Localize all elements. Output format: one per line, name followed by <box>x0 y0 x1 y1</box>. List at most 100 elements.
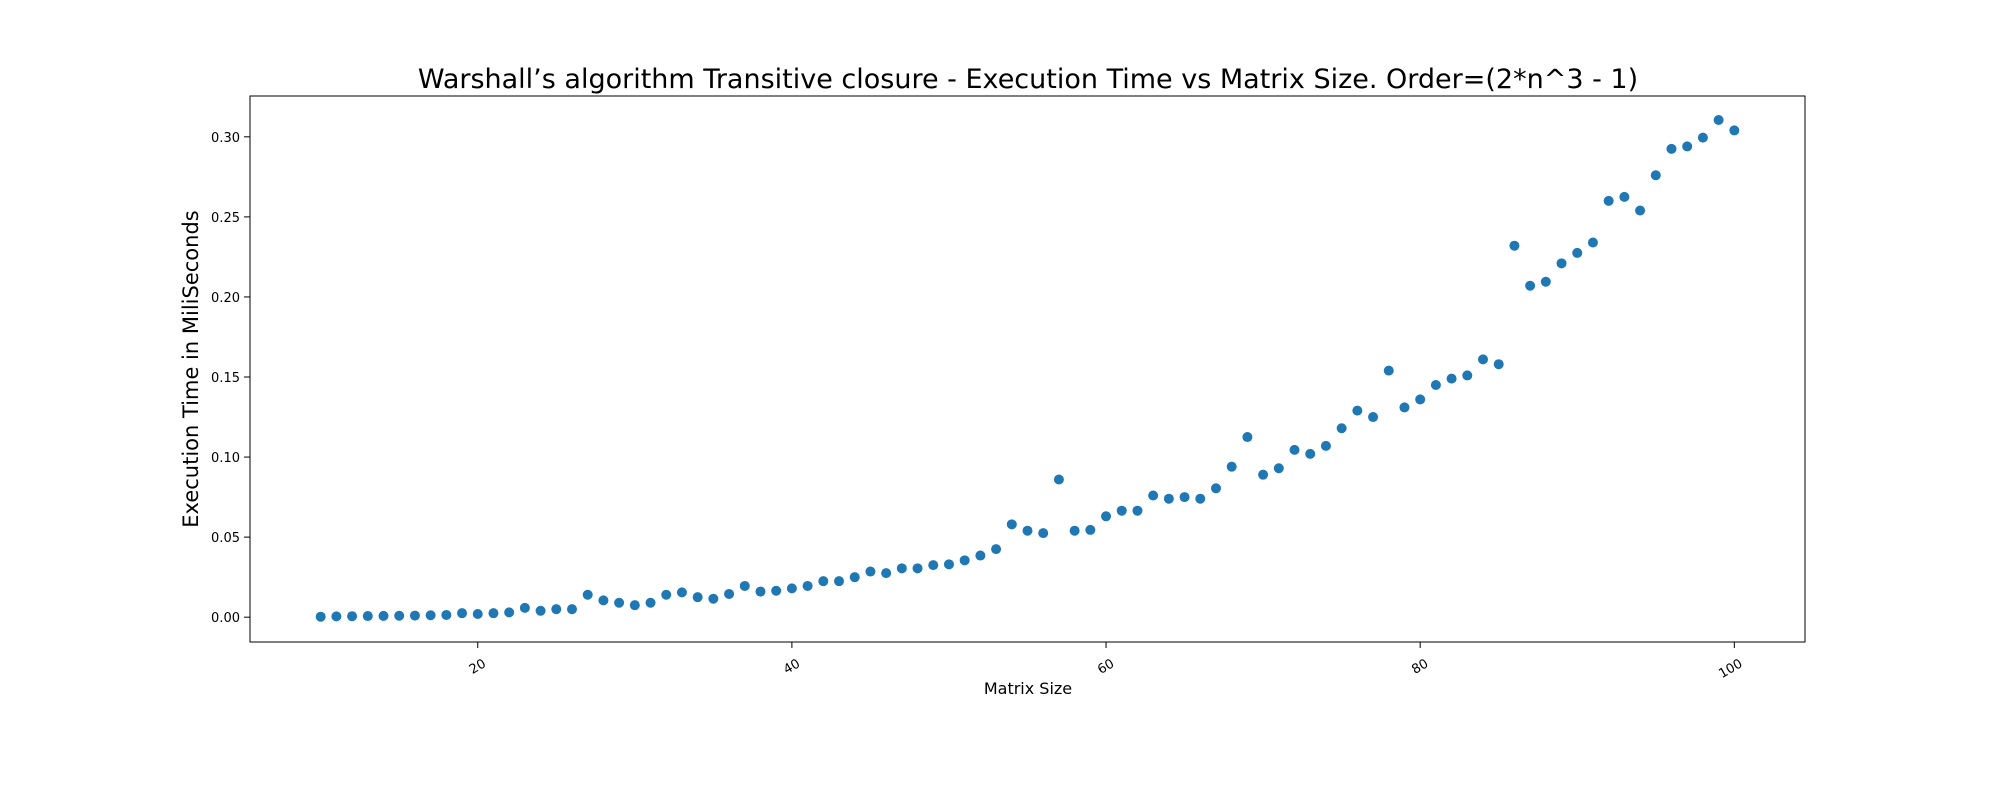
y-tick-label: 0.20 <box>211 291 240 306</box>
data-point <box>1493 359 1504 370</box>
data-point <box>849 572 860 583</box>
data-point <box>347 611 358 622</box>
data-point <box>331 611 342 622</box>
data-point <box>1635 205 1646 216</box>
data-point <box>959 555 970 566</box>
data-point <box>928 560 939 571</box>
data-point <box>645 597 656 608</box>
data-point <box>1305 448 1316 459</box>
data-point <box>1038 528 1049 539</box>
data-point <box>1446 373 1457 384</box>
data-point <box>1368 412 1379 423</box>
data-point <box>1116 505 1127 516</box>
data-point <box>1069 525 1080 536</box>
data-point <box>975 550 986 561</box>
data-point <box>362 611 373 622</box>
chart-title: Warshall’s algorithm Transitive closure … <box>418 64 1638 95</box>
data-point <box>1650 170 1661 181</box>
data-point <box>457 608 468 619</box>
data-point <box>1148 490 1159 501</box>
data-point <box>425 610 436 621</box>
data-point <box>1242 432 1253 443</box>
data-point <box>1619 191 1630 202</box>
data-point <box>661 589 672 600</box>
data-point <box>504 607 515 618</box>
data-point <box>739 580 750 591</box>
data-point <box>1226 461 1237 472</box>
data-point <box>551 604 562 615</box>
data-point <box>1195 493 1206 504</box>
y-tick-label: 0.25 <box>211 211 240 226</box>
data-point <box>896 563 907 574</box>
data-point <box>771 585 782 596</box>
data-point <box>991 544 1002 555</box>
data-point <box>724 588 735 599</box>
data-point <box>1006 519 1017 530</box>
data-point <box>315 611 326 622</box>
data-point <box>535 605 546 616</box>
data-point <box>943 559 954 570</box>
x-tick-label: 20 <box>467 656 489 677</box>
data-point <box>1415 394 1426 405</box>
y-tick-label: 0.00 <box>211 611 240 626</box>
data-point <box>708 593 719 604</box>
data-point <box>755 586 766 597</box>
data-point <box>378 610 389 621</box>
y-axis-label: Execution Time in MiliSeconds <box>179 210 203 527</box>
data-point <box>1022 525 1033 536</box>
data-point <box>1540 276 1551 287</box>
data-point <box>1713 115 1724 126</box>
data-point <box>1556 258 1567 269</box>
data-point <box>1320 440 1331 451</box>
data-point <box>1352 405 1363 416</box>
data-point <box>912 563 923 574</box>
data-point <box>676 587 687 598</box>
data-point <box>1572 247 1583 258</box>
x-tick-label: 40 <box>781 656 803 677</box>
data-point <box>1682 141 1693 152</box>
data-point <box>472 608 483 619</box>
data-point <box>1053 474 1064 485</box>
y-tick-label: 0.15 <box>211 371 240 386</box>
data-point <box>1101 511 1112 522</box>
x-axis-label: Matrix Size <box>984 679 1072 698</box>
data-point <box>1430 380 1441 391</box>
data-point <box>1462 370 1473 381</box>
x-tick-label: 60 <box>1095 656 1117 677</box>
data-point <box>1383 365 1394 376</box>
y-axis: 0.00 0.05 0.10 0.15 0.20 0.25 0.30 <box>211 131 250 626</box>
data-point <box>1697 132 1708 143</box>
y-tick-label: 0.30 <box>211 131 240 146</box>
y-tick-label: 0.10 <box>211 451 240 466</box>
x-tick-label: 80 <box>1409 656 1431 677</box>
data-point <box>614 597 625 608</box>
data-point <box>1399 402 1410 413</box>
data-point <box>1289 444 1300 455</box>
data-point <box>818 576 829 587</box>
data-point <box>692 592 703 603</box>
data-point <box>1509 240 1520 251</box>
data-point <box>1603 195 1614 206</box>
data-point <box>1163 493 1174 504</box>
data-point <box>598 595 609 606</box>
data-point <box>1179 492 1190 503</box>
data-point <box>441 609 452 620</box>
data-point <box>802 580 813 591</box>
data-point <box>786 583 797 594</box>
data-point <box>1336 423 1347 434</box>
data-point <box>409 610 420 621</box>
data-point <box>1478 354 1489 365</box>
data-point <box>834 576 845 587</box>
data-point <box>1210 483 1221 494</box>
data-point <box>865 566 876 577</box>
data-point <box>394 610 405 621</box>
data-point <box>1132 505 1143 516</box>
data-point <box>519 602 530 613</box>
data-point <box>1729 125 1740 136</box>
data-point <box>488 608 499 619</box>
data-point <box>629 600 640 611</box>
data-point <box>582 589 593 600</box>
data-point <box>1258 469 1269 480</box>
data-point <box>1587 237 1598 248</box>
